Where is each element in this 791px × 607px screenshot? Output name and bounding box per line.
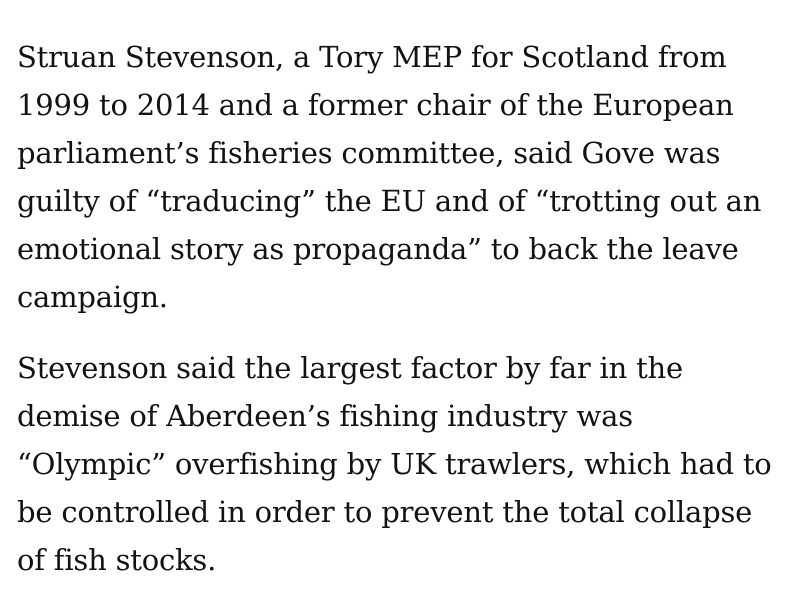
paragraph-stevenson-criticism: Struan Stevenson, a Tory MEP for Scotlan… (17, 40, 762, 314)
paragraph-overfishing-factor: Stevenson said the largest factor by far… (17, 351, 772, 577)
